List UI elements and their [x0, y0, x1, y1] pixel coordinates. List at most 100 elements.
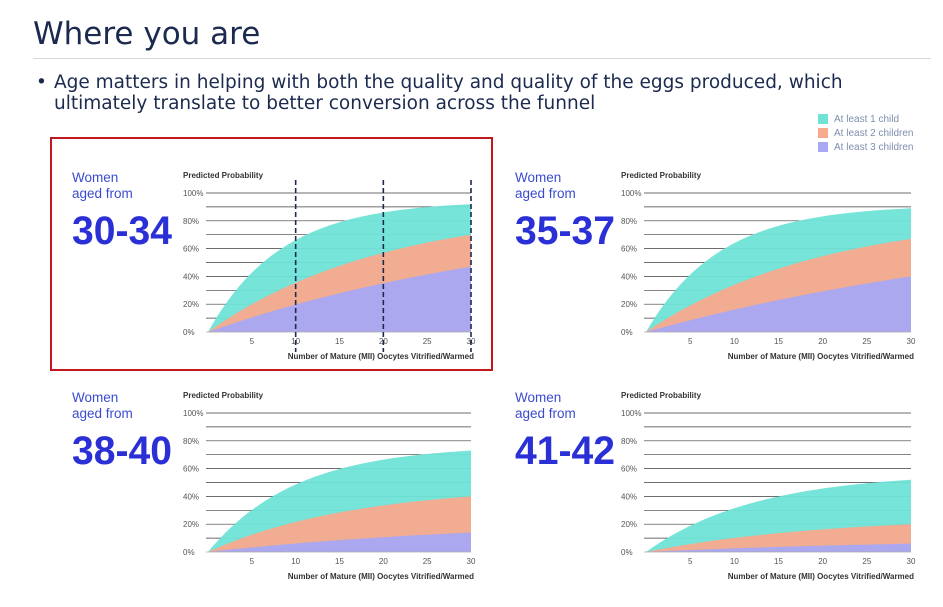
chart-panel: 0% 20% 40% 60% 80% 100% 5 10 15 20 25 30 Predicted P…: [515, 390, 916, 581]
panel-label-women: Women: [72, 170, 118, 185]
chart-panel: 0% 20% 40% 60% 80% 100% 5 10 15 20 25 30 Predicted P…: [50, 137, 493, 371]
legend: At least 1 child At least 2 children At …: [818, 112, 914, 154]
x-tick-label: 20: [818, 557, 827, 566]
chart-title: Predicted Probability: [621, 171, 702, 180]
legend-swatch-salmon: [818, 128, 828, 138]
x-tick-label: 10: [730, 337, 739, 346]
panel-label-aged-from: aged from: [72, 406, 133, 421]
chart-title: Predicted Probability: [183, 391, 264, 400]
x-tick-label: 15: [774, 557, 783, 566]
age-range: 35-37: [515, 209, 615, 253]
panel-label-aged-from: aged from: [515, 186, 576, 201]
bullet-point: • Age matters in helping with both the q…: [36, 72, 916, 114]
series-area-1: [208, 450, 471, 552]
y-tick-label: 0%: [621, 548, 633, 557]
series-area-3: [208, 532, 471, 552]
series-area-3: [646, 543, 911, 552]
y-tick-label: 80%: [621, 437, 637, 446]
y-tick-label: 40%: [621, 272, 637, 281]
chart-panel: 0% 20% 40% 60% 80% 100% 5 10 15 20 25 30 Predicted P…: [515, 170, 916, 361]
legend-label: At least 2 children: [834, 127, 914, 139]
y-tick-label: 100%: [183, 189, 203, 198]
panel-label-aged-from: aged from: [72, 186, 133, 201]
x-tick-label: 20: [379, 557, 388, 566]
legend-label: At least 1 child: [834, 113, 900, 125]
y-tick-label: 60%: [621, 245, 637, 254]
y-tick-label: 20%: [183, 300, 199, 309]
legend-label: At least 3 children: [834, 141, 914, 153]
x-tick-label: 25: [423, 557, 432, 566]
title-divider: [33, 58, 931, 59]
y-tick-label: 60%: [621, 465, 637, 474]
y-tick-label: 100%: [621, 409, 641, 418]
highlight-border: [50, 137, 493, 371]
legend-item: At least 2 children: [818, 126, 914, 140]
chart-title: Predicted Probability: [183, 171, 264, 180]
y-tick-label: 40%: [183, 272, 199, 281]
y-tick-label: 0%: [621, 328, 633, 337]
x-tick-label: 20: [818, 337, 827, 346]
x-tick-label: 25: [862, 337, 871, 346]
panel-label-women: Women: [515, 390, 561, 405]
x-tick-label: 25: [862, 557, 871, 566]
panel-label-aged-from: aged from: [515, 406, 576, 421]
bullet-dot-icon: •: [36, 72, 47, 93]
panel-label-women: Women: [72, 390, 118, 405]
chart-panel: 0% 20% 40% 60% 80% 100% 5 10 15 20 25 30 Predicted P…: [72, 390, 476, 581]
y-tick-label: 40%: [621, 492, 637, 501]
x-tick-label: 30: [467, 557, 476, 566]
y-tick-label: 100%: [621, 189, 641, 198]
age-range: 41-42: [515, 429, 615, 473]
y-tick-label: 0%: [183, 548, 195, 557]
y-tick-label: 20%: [621, 520, 637, 529]
y-tick-label: 100%: [183, 409, 203, 418]
y-tick-label: 60%: [183, 465, 199, 474]
x-axis-label: Number of Mature (MII) Oocytes Vitrified…: [288, 572, 474, 581]
x-tick-label: 10: [730, 557, 739, 566]
legend-swatch-teal: [818, 114, 828, 124]
series-area-1: [646, 208, 911, 332]
x-tick-label: 15: [335, 557, 344, 566]
series-area-2: [208, 234, 471, 332]
x-tick-label: 30: [467, 337, 476, 346]
x-axis-label: Number of Mature (MII) Oocytes Vitrified…: [728, 352, 914, 361]
chart-title: Predicted Probability: [621, 391, 702, 400]
legend-item: At least 3 children: [818, 140, 914, 154]
legend-item: At least 1 child: [818, 112, 914, 126]
slide-title: Where you are: [33, 16, 261, 52]
panel-label-women: Women: [515, 170, 561, 185]
x-tick-label: 5: [688, 557, 693, 566]
x-tick-label: 30: [907, 557, 916, 566]
series-area-2: [646, 524, 911, 552]
y-tick-label: 0%: [183, 328, 195, 337]
x-tick-label: 15: [335, 337, 344, 346]
series-area-2: [208, 496, 471, 552]
x-tick-label: 25: [423, 337, 432, 346]
x-tick-label: 10: [291, 337, 300, 346]
x-tick-label: 10: [291, 557, 300, 566]
legend-swatch-lavender: [818, 142, 828, 152]
x-tick-label: 30: [907, 337, 916, 346]
series-area-3: [646, 276, 911, 332]
series-area-1: [646, 479, 911, 552]
y-tick-label: 80%: [621, 217, 637, 226]
x-axis-label: Number of Mature (MII) Oocytes Vitrified…: [288, 352, 474, 361]
age-range: 38-40: [72, 429, 172, 473]
y-tick-label: 40%: [183, 492, 199, 501]
bullet-text: Age matters in helping with both the qua…: [54, 72, 843, 114]
x-tick-label: 5: [250, 557, 255, 566]
x-tick-label: 20: [379, 337, 388, 346]
x-tick-label: 15: [774, 337, 783, 346]
age-range: 30-34: [72, 209, 173, 253]
x-tick-label: 5: [688, 337, 693, 346]
y-tick-label: 60%: [183, 245, 199, 254]
y-tick-label: 80%: [183, 217, 199, 226]
x-tick-label: 5: [250, 337, 255, 346]
series-area-1: [208, 204, 471, 332]
series-area-3: [208, 266, 471, 332]
y-tick-label: 80%: [183, 437, 199, 446]
y-tick-label: 20%: [621, 300, 637, 309]
x-axis-label: Number of Mature (MII) Oocytes Vitrified…: [728, 572, 914, 581]
series-area-2: [646, 238, 911, 332]
y-tick-label: 20%: [183, 520, 199, 529]
